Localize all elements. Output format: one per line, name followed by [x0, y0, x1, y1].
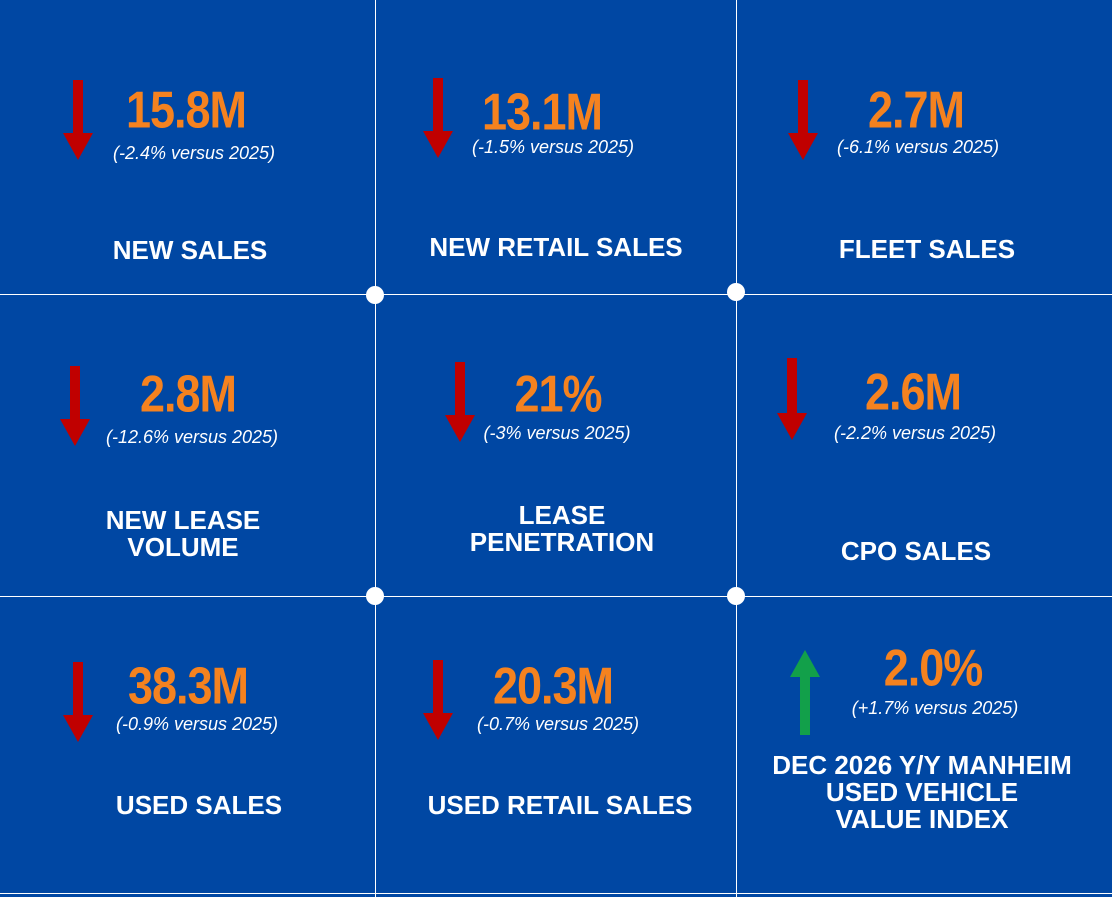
kpi-value: 2.0% [883, 638, 984, 698]
kpi-value: 13.1M [481, 82, 603, 142]
kpi-change: (-0.9% versus 2025) [115, 714, 279, 734]
grid-divider [736, 0, 737, 897]
kpi-change: (-2.2% versus 2025) [833, 423, 997, 443]
kpi-change: (-0.7% versus 2025) [476, 714, 640, 734]
arrow-down-icon [445, 362, 475, 442]
kpi-value: 15.8M [125, 80, 247, 140]
kpi-label: USED RETAIL SALES [427, 790, 693, 820]
kpi-label: CPO SALES [840, 536, 992, 566]
kpi-change: (-12.6% versus 2025) [105, 427, 279, 447]
kpi-label: USED SALES [115, 790, 283, 820]
grid-divider [0, 893, 1112, 894]
arrow-down-icon [423, 660, 453, 740]
kpi-value: 20.3M [492, 656, 614, 716]
kpi-label: NEW LEASE VOLUME [105, 505, 261, 562]
kpi-label: DEC 2026 Y/Y MANHEIM USED VEHICLE VALUE … [772, 750, 1072, 834]
kpi-value: 38.3M [127, 656, 249, 716]
arrow-down-icon [63, 662, 93, 742]
kpi-change: (-1.5% versus 2025) [471, 137, 635, 157]
grid-node [727, 283, 745, 301]
kpi-label: FLEET SALES [838, 234, 1016, 264]
kpi-value: 21% [514, 364, 602, 424]
kpi-change: (-6.1% versus 2025) [836, 137, 1000, 157]
kpi-value: 2.6M [864, 362, 962, 422]
kpi-change: (+1.7% versus 2025) [851, 698, 1019, 718]
kpi-change: (-3% versus 2025) [483, 423, 631, 443]
kpi-label: LEASE PENETRATION [469, 500, 655, 557]
arrow-down-icon [777, 358, 807, 440]
kpi-value: 2.7M [867, 80, 965, 140]
grid-node [366, 587, 384, 605]
kpi-label: NEW SALES [112, 235, 268, 265]
arrow-down-icon [63, 80, 93, 160]
grid-divider [375, 0, 376, 897]
grid-divider [0, 596, 1112, 597]
grid-node [366, 286, 384, 304]
arrow-down-icon [60, 366, 90, 446]
arrow-up-icon [790, 650, 820, 735]
kpi-change: (-2.4% versus 2025) [112, 143, 276, 163]
kpi-label: NEW RETAIL SALES [429, 232, 683, 262]
arrow-down-icon [788, 80, 818, 160]
grid-divider [0, 294, 1112, 295]
grid-node [727, 587, 745, 605]
kpi-value: 2.8M [139, 364, 237, 424]
arrow-down-icon [423, 78, 453, 158]
